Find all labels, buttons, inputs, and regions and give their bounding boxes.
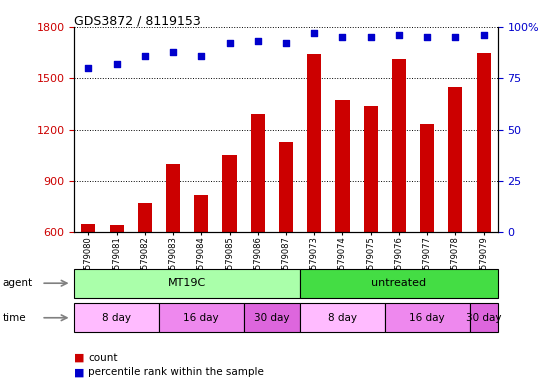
- Point: [394, 32, 403, 38]
- Text: count: count: [88, 353, 118, 363]
- Bar: [364, 106, 378, 335]
- Point: [338, 34, 347, 40]
- Text: time: time: [3, 313, 26, 323]
- Text: untreated: untreated: [371, 278, 426, 288]
- Text: 8 day: 8 day: [102, 313, 131, 323]
- Bar: [166, 164, 180, 335]
- Bar: [336, 101, 350, 335]
- Point: [282, 40, 290, 46]
- Bar: [448, 87, 463, 335]
- Bar: [279, 142, 293, 335]
- Point: [84, 65, 93, 71]
- Text: 16 day: 16 day: [409, 313, 445, 323]
- Bar: [222, 155, 236, 335]
- Text: MT19C: MT19C: [168, 278, 206, 288]
- Point: [479, 32, 488, 38]
- Bar: [81, 224, 96, 335]
- Point: [423, 34, 432, 40]
- Text: 16 day: 16 day: [184, 313, 219, 323]
- Point: [225, 40, 234, 46]
- Bar: [307, 54, 321, 335]
- Point: [451, 34, 460, 40]
- Point: [112, 61, 121, 67]
- Point: [366, 34, 375, 40]
- Text: ■: ■: [74, 353, 85, 363]
- Bar: [138, 203, 152, 335]
- Text: 8 day: 8 day: [328, 313, 357, 323]
- Point: [310, 30, 318, 36]
- Point: [169, 48, 178, 55]
- Bar: [251, 114, 265, 335]
- Bar: [476, 53, 491, 335]
- Text: agent: agent: [3, 278, 33, 288]
- Text: 30 day: 30 day: [466, 313, 502, 323]
- Point: [254, 38, 262, 44]
- Bar: [194, 195, 208, 335]
- Text: percentile rank within the sample: percentile rank within the sample: [88, 367, 264, 377]
- Bar: [420, 124, 434, 335]
- Text: ■: ■: [74, 367, 85, 377]
- Bar: [392, 60, 406, 335]
- Text: 30 day: 30 day: [254, 313, 290, 323]
- Text: GDS3872 / 8119153: GDS3872 / 8119153: [74, 15, 201, 28]
- Point: [197, 53, 206, 59]
- Bar: [109, 225, 124, 335]
- Point: [140, 53, 149, 59]
